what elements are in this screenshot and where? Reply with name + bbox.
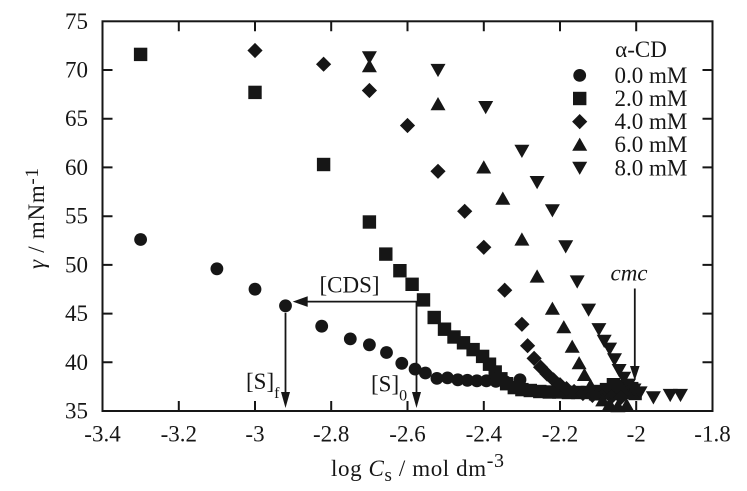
- svg-text:65: 65: [65, 106, 88, 131]
- svg-text:45: 45: [65, 301, 88, 326]
- svg-text:-3.2: -3.2: [161, 422, 197, 447]
- svg-text:2.0 mM: 2.0 mM: [615, 86, 688, 111]
- svg-text:50: 50: [65, 252, 88, 277]
- svg-text:[CDS]: [CDS]: [319, 273, 379, 298]
- svg-text:6.0 mM: 6.0 mM: [615, 132, 688, 157]
- svg-text:35: 35: [65, 399, 88, 424]
- svg-text:-1.8: -1.8: [694, 422, 730, 447]
- svg-text:0.0 mM: 0.0 mM: [615, 63, 688, 88]
- svg-text:-2.2: -2.2: [542, 422, 578, 447]
- svg-text:55: 55: [65, 204, 88, 229]
- svg-text:8.0 mM: 8.0 mM: [615, 155, 688, 180]
- svg-text:-2.4: -2.4: [466, 422, 503, 447]
- svg-text:40: 40: [65, 350, 88, 375]
- svg-text:70: 70: [65, 58, 88, 83]
- svg-text:-2.8: -2.8: [313, 422, 349, 447]
- svg-text:-3.4: -3.4: [84, 422, 121, 447]
- svg-text:cmc: cmc: [610, 261, 647, 286]
- svg-text:4.0 mM: 4.0 mM: [615, 109, 688, 134]
- svg-text:-3: -3: [245, 422, 264, 447]
- svg-text:α-CD: α-CD: [615, 37, 667, 62]
- svg-text:75: 75: [65, 9, 88, 34]
- svg-text:-2: -2: [627, 422, 646, 447]
- svg-text:60: 60: [65, 155, 88, 180]
- svg-text:-2.6: -2.6: [389, 422, 425, 447]
- svg-text:log Cs / mol dm-3: log Cs / mol dm-3: [331, 450, 504, 486]
